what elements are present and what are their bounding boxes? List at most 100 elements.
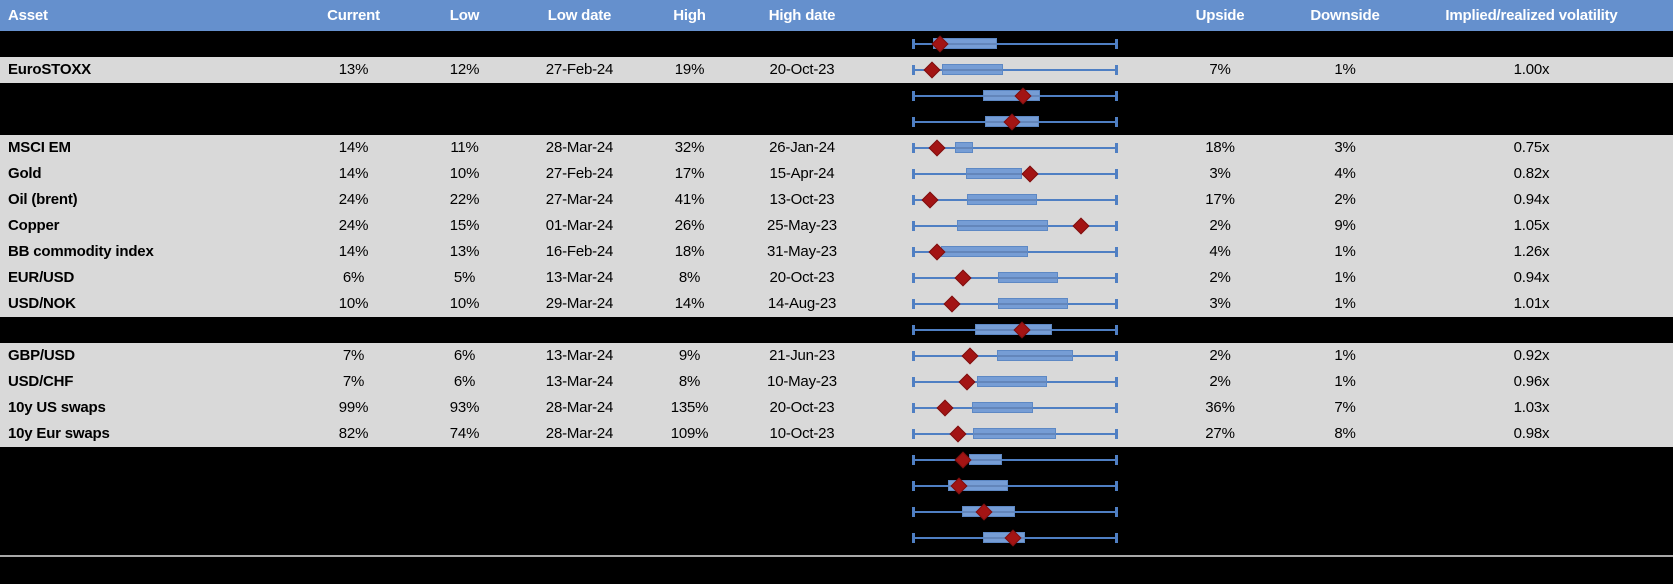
whisker-cap-right [1115,39,1118,49]
whisker-line [913,147,1117,149]
cell-high_date [742,447,862,473]
column-header-implied: Implied/realized volatility [1445,7,1618,24]
boxplot-cell [862,473,1140,499]
cell-low_date: 27-Feb-24 [545,165,614,182]
cell-implied: 0.98x [1513,425,1550,442]
whisker-cap-left [912,91,915,101]
cell-low [407,499,522,525]
column-header-low_date: Low date [547,7,612,24]
cell-downside: 1% [1334,269,1356,286]
diamond-marker [1021,165,1039,183]
table-row: EuroSTOXX 13% 12% 27-Feb-24 19% 20-Oct-23 7% 1%… [0,57,1673,83]
cell-implied: 0.96x [1513,373,1550,390]
cell-low: 6% [453,347,476,364]
bottom-strip [0,551,1673,584]
box [982,90,1041,101]
cell-high_date: 25-May-23 [767,217,837,234]
whisker-cap-right [1115,247,1118,257]
box [972,428,1056,439]
cell-high [637,447,742,473]
cell-high: 32% [674,139,705,156]
cell-implied: 1.05x [1513,217,1550,234]
cell-low: 11% [450,139,479,156]
cell-downside [1300,109,1390,135]
median-line [934,43,996,45]
cell-current: 82% [338,425,369,442]
cell-high_date: 20-Oct-23 [769,61,835,78]
cell-current: 13% [338,61,369,78]
redacted-row [0,317,1673,343]
whisker-cap-left [912,117,915,127]
boxplot-cell [862,57,1140,83]
whisker-cap-right [1115,377,1118,387]
cell-implied: 0.75x [1513,139,1550,156]
table-row: Gold 14% 10% 27-Feb-24 17% 15-Apr-24 3% 4% 0.82x [0,161,1673,187]
whisker-cap-right [1115,325,1118,335]
cell-asset [0,499,300,525]
cell-high_date: 13-Oct-23 [769,191,835,208]
table-row: Copper 24% 15% 01-Mar-24 26% 25-May-23 2% 9% 1.0… [0,213,1673,239]
whisker-cap-left [912,169,915,179]
boxplot-cell [862,239,1140,265]
whisker-line [913,69,1117,71]
boxplot-cell [862,291,1140,317]
box [971,402,1033,413]
cell-low [407,473,522,499]
median-line [999,303,1068,305]
column-header-current: Current [327,7,380,24]
cell-asset: Oil (brent) [8,191,78,208]
whisker-cap-right [1115,299,1118,309]
whisker-cap-right [1115,533,1118,543]
cell-low [407,317,522,343]
diamond-marker [936,399,954,417]
cell-implied: 1.00x [1513,61,1550,78]
cell-low_date: 13-Mar-24 [545,373,614,390]
median-line [998,355,1072,357]
redacted-row [0,525,1673,551]
cell-upside [1140,83,1300,109]
whisker-cap-right [1115,143,1118,153]
median-line [949,485,1008,487]
table-row: Oil (brent) 24% 22% 27-Mar-24 41% 13-Oct-23 17… [0,187,1673,213]
cell-downside: 7% [1334,399,1356,416]
cell-upside: 2% [1209,347,1231,364]
boxplot-cell [862,447,1140,473]
cell-high [637,525,742,551]
box [955,142,973,153]
boxplot-cell [862,265,1140,291]
boxplot-cell [862,525,1140,551]
cell-high: 19% [674,61,705,78]
cell-asset [0,109,300,135]
table-row: USD/NOK 10% 10% 29-Mar-24 14% 14-Aug-23 3% 1% 1.… [0,291,1673,317]
median-line [968,199,1037,201]
cell-implied [1390,447,1673,473]
whisker-cap-right [1115,273,1118,283]
cell-downside: 2% [1334,191,1356,208]
cell-high_date: 20-Oct-23 [769,399,835,416]
cell-low [407,31,522,57]
median-line [973,433,1055,435]
whisker-cap-left [912,221,915,231]
cell-low_date: 01-Mar-24 [545,217,614,234]
whisker-line [913,43,1117,45]
cell-upside: 36% [1205,399,1235,416]
cell-downside [1300,447,1390,473]
cell-implied: 0.94x [1513,269,1550,286]
diamond-marker [949,425,967,443]
cell-high_date [742,525,862,551]
redacted-row [0,447,1673,473]
median-line [956,147,972,149]
median-line [983,95,1040,97]
cell-downside [1300,31,1390,57]
box [967,194,1038,205]
divider-line [0,555,1673,557]
cell-current [300,499,407,525]
cell-low_date [522,83,637,109]
whisker-cap-right [1115,221,1118,231]
table-body: EuroSTOXX 13% 12% 27-Feb-24 19% 20-Oct-23 7% 1%… [0,31,1673,551]
redacted-row [0,31,1673,57]
cell-current: 14% [338,165,369,182]
cell-low_date [522,109,637,135]
cell-implied: 0.92x [1513,347,1550,364]
cell-asset: USD/NOK [8,295,76,312]
